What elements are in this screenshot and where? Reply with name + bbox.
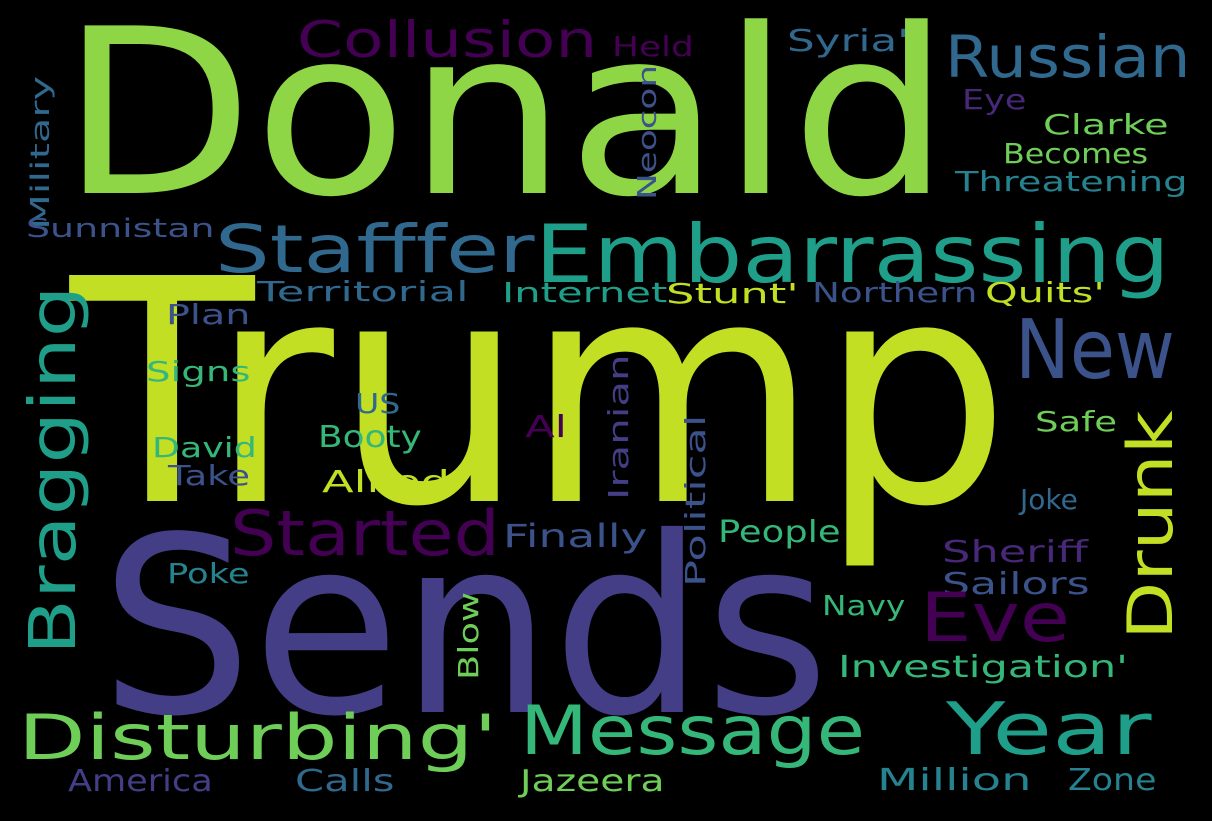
- word-clarke: Clarke: [1043, 108, 1169, 141]
- word-donald: Donald: [60, 0, 951, 248]
- word-disturbing: Disturbing': [18, 701, 498, 774]
- word-signs: Signs: [146, 355, 251, 388]
- word-iranian: Iranian: [602, 354, 635, 500]
- word-eve: Eve: [920, 579, 1071, 658]
- word-safe: Safe: [1035, 405, 1118, 438]
- word-northern: Northern: [812, 276, 978, 309]
- word-started: Started: [230, 497, 500, 570]
- word-neocon: Neocon: [633, 64, 663, 200]
- word-quits: Quits': [985, 276, 1105, 309]
- word-investigation: Investigation': [838, 650, 1128, 685]
- word-political: Political: [679, 414, 712, 587]
- word-russian: Russian: [945, 23, 1191, 91]
- word-jazeera: Jazeera: [520, 764, 665, 799]
- word-year: Year: [946, 687, 1152, 771]
- word-syria: Syria': [787, 24, 910, 59]
- word-threatening: Threatening: [955, 165, 1188, 198]
- word-held: Held: [612, 30, 694, 63]
- word-becomes: Becomes: [1003, 137, 1149, 170]
- word-territorial: Territorial: [257, 275, 469, 308]
- word-drunk: Drunk: [1114, 410, 1187, 640]
- word-people: People: [718, 515, 841, 550]
- word-sheriff: Sheriff: [942, 535, 1088, 570]
- word-sailors: Sailors: [942, 567, 1090, 602]
- word-sends: Sends: [100, 485, 830, 770]
- word-us: US: [355, 387, 401, 420]
- word-finally: Finally: [503, 517, 648, 555]
- word-allied: Allied: [322, 465, 451, 500]
- word-zone: Zone: [1068, 763, 1157, 798]
- word-million: Million: [877, 763, 1032, 798]
- word-joke: Joke: [1020, 483, 1078, 516]
- word-military: Military: [26, 75, 56, 230]
- word-internet: Internet: [502, 276, 668, 309]
- word-calls: Calls: [295, 764, 395, 799]
- word-plan: Plan: [166, 298, 251, 331]
- word-trump: Trump: [70, 214, 1011, 575]
- word-blow: Blow: [452, 591, 485, 680]
- word-booty: Booty: [318, 420, 422, 455]
- word-david: David: [152, 431, 257, 464]
- word-eye: Eye: [962, 83, 1027, 116]
- word-al: Al: [525, 410, 567, 445]
- word-navy: Navy: [822, 589, 906, 622]
- word-america: America: [68, 764, 213, 799]
- word-new: New: [1015, 303, 1175, 398]
- word-stunt: Stunt': [666, 277, 799, 310]
- word-message: Message: [520, 692, 866, 771]
- word-staffer: Stafffer: [215, 211, 535, 288]
- word-embarrassing: Embarrassing: [535, 208, 1170, 301]
- word-bragging: Bragging: [17, 285, 91, 655]
- word-collusion: Collusion: [297, 11, 598, 69]
- word-poke: Poke: [167, 557, 250, 590]
- word-sunnistan: Sunnistan: [26, 214, 215, 244]
- word-take: Take: [168, 459, 251, 492]
